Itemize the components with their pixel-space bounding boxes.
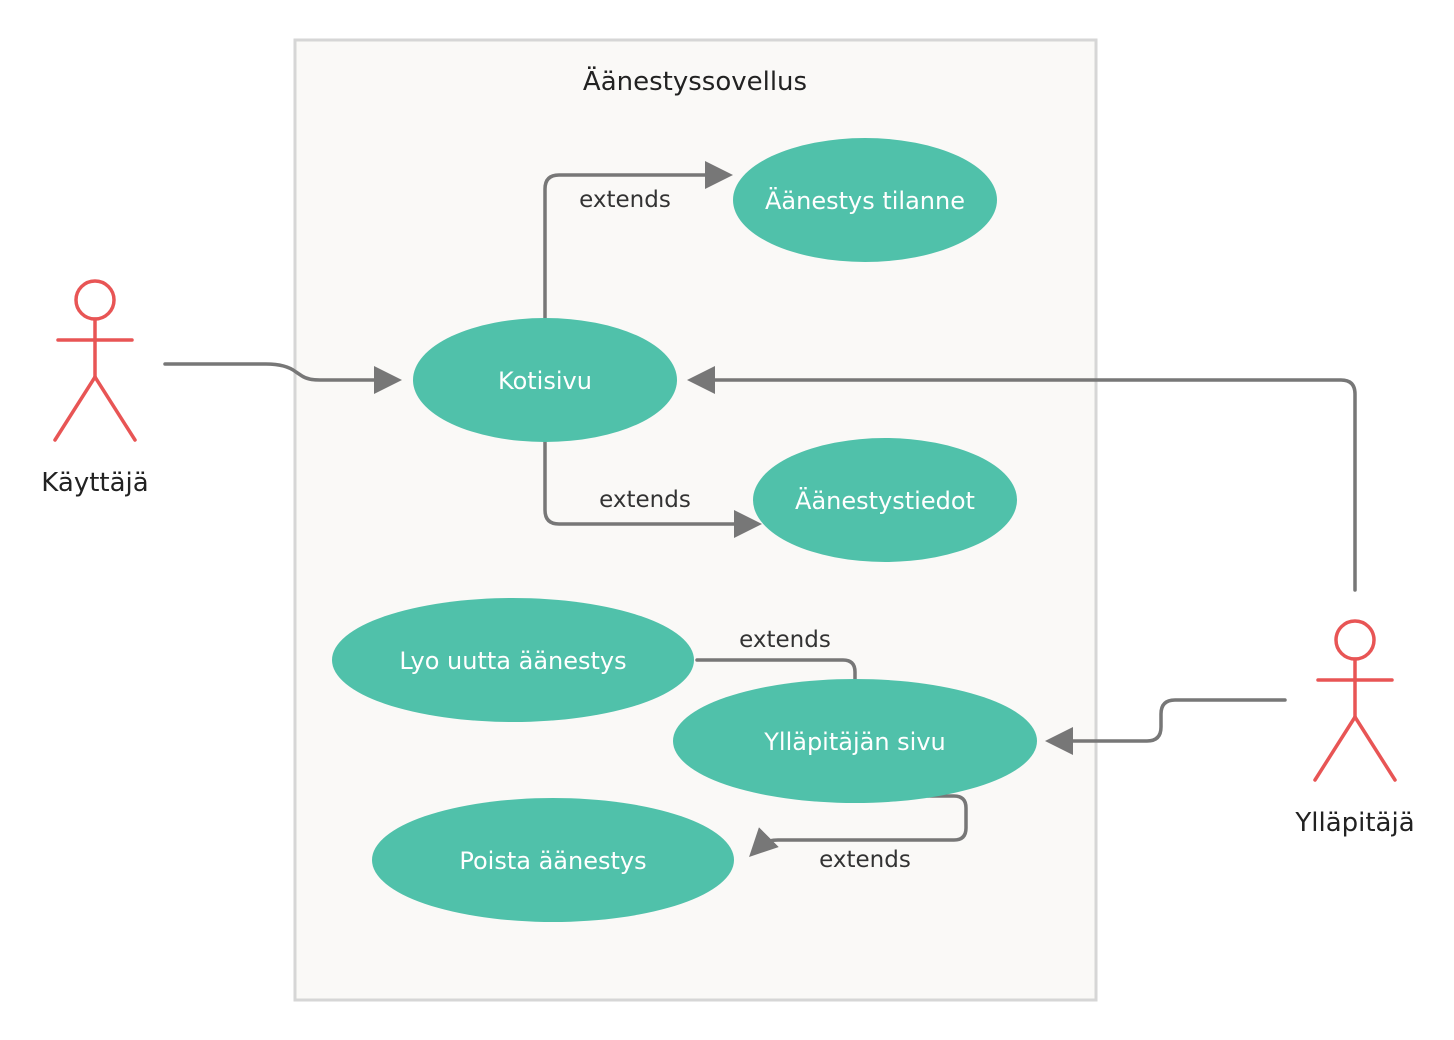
actor-admin[interactable]: Ylläpitäjä [1294,619,1415,838]
extends-label-delete: extends [819,847,911,873]
use-case-details-shape [753,438,1017,562]
use-case-details[interactable]: Äänestystiedot [753,438,1017,562]
use-case-admin-page-label: Ylläpitäjän sivu [763,728,946,756]
connector-home-to-details [543,440,762,538]
actor-user[interactable]: Käyttäjä [41,279,149,498]
use-case-delete-label: Poista äänestys [459,847,646,875]
use-case-delete-shape [372,798,734,922]
extends-label-status: extends [579,187,671,213]
connector-admin-actor-to-admin-page [1045,698,1287,755]
use-case-details-label: Äänestystiedot [795,486,975,515]
system-title: Äänestyssovellus [583,65,807,97]
use-case-home[interactable]: Kotisivu [413,318,677,442]
use-case-status[interactable]: Äänestys tilanne [733,138,997,262]
use-case-admin-page-shape [673,679,1037,803]
actor-admin-stick-figure-icon [1313,619,1397,782]
use-case-delete[interactable]: Poista äänestys [372,798,734,922]
use-case-create-shape [332,598,694,722]
use-case-create[interactable]: Lyo uutta äänestys [332,598,694,722]
use-case-status-label: Äänestys tilanne [765,186,965,215]
actor-user-head [74,279,116,321]
actor-user-stick-figure-icon [53,279,137,442]
extends-label-create: extends [739,627,831,653]
actor-admin-left-leg [1313,715,1357,782]
connector-admin-to-home [687,366,1357,592]
use-case-status-shape [733,138,997,262]
connector-admin-page-to-delete [749,794,968,857]
use-case-create-label: Lyo uutta äänestys [399,647,626,675]
actor-user-label: Käyttäjä [41,468,148,498]
connector-home-to-status [543,161,733,322]
actor-user-right-leg [93,375,137,442]
actor-admin-head [1334,619,1376,661]
actor-admin-label: Ylläpitäjä [1294,808,1414,838]
use-case-admin-page[interactable]: Ylläpitäjän sivu [673,679,1037,803]
actor-admin-right-leg [1353,715,1397,782]
extends-label-details: extends [599,487,691,513]
use-case-home-label: Kotisivu [498,367,592,395]
use-case-home-shape [413,318,677,442]
connector-admin-page-to-create [695,658,857,682]
connector-user-to-home [163,362,402,394]
actor-user-left-leg [53,375,97,442]
